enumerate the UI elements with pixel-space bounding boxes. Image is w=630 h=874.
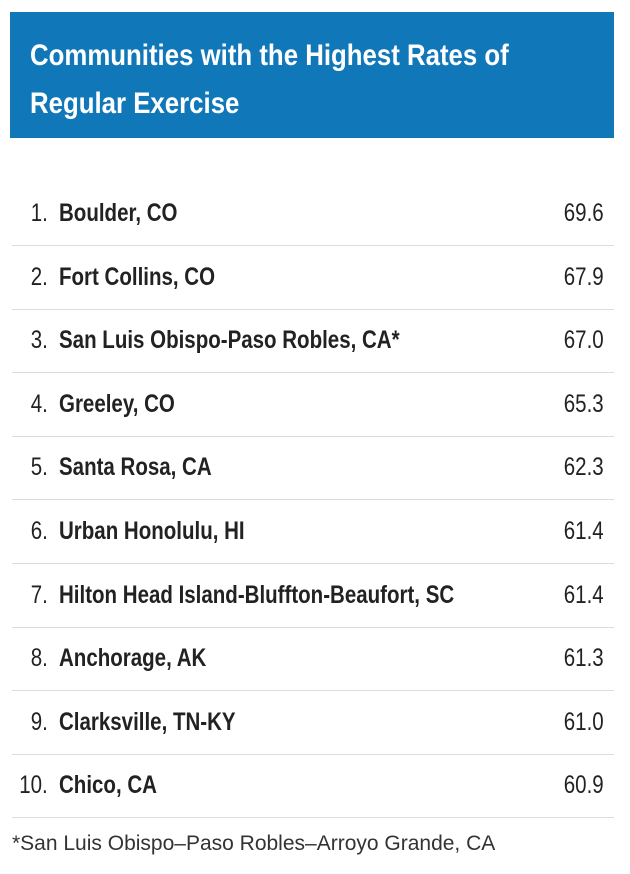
value: 61.0 <box>564 707 604 736</box>
footnote: *San Luis Obispo–Paso Robles–Arroyo Gran… <box>12 832 496 855</box>
table-row: 9. Clarksville, TN-KY 61.0 <box>12 691 614 755</box>
name: San Luis Obispo-Paso Robles, CA* <box>59 326 400 355</box>
rank: 1. <box>30 199 48 227</box>
name: Greeley, CO <box>59 389 175 418</box>
table-row: 2. Fort Collins, CO 67.9 <box>12 246 614 310</box>
rank: 10. <box>19 771 48 800</box>
value: 69.6 <box>564 199 604 227</box>
value: 60.9 <box>564 771 604 800</box>
table-row: 6. Urban Honolulu, HI 61.4 <box>12 500 614 564</box>
title: Communities with the Highest Rates of Re… <box>30 39 509 120</box>
value: 62.3 <box>564 453 604 482</box>
header: Communities with the Highest Rates of Re… <box>10 12 614 138</box>
name: Urban Honolulu, HI <box>59 517 245 545</box>
rank: 4. <box>30 389 48 418</box>
name: Hilton Head Island-Bluffton-Beaufort, SC <box>59 580 455 609</box>
value: 67.9 <box>564 262 604 291</box>
table-row: 3. San Luis Obispo-Paso Robles, CA* 67.0 <box>12 309 614 374</box>
table-row: 1. Boulder, CO 69.6 <box>12 182 614 246</box>
value: 61.4 <box>564 517 604 545</box>
table-row: 4. Greeley, CO 65.3 <box>12 373 614 437</box>
value: 67.0 <box>564 326 604 355</box>
rank: 3. <box>30 326 48 355</box>
name: Clarksville, TN-KY <box>59 707 236 736</box>
table-row: 10. Chico, CA 60.9 <box>12 754 614 819</box>
value: 61.4 <box>564 580 604 609</box>
rank: 8. <box>30 644 48 673</box>
name: Boulder, CO <box>59 199 178 227</box>
rank: 2. <box>30 262 48 291</box>
value: 65.3 <box>564 389 604 418</box>
value: 61.3 <box>564 644 604 673</box>
name: Chico, CA <box>59 771 157 800</box>
rank: 7. <box>30 580 48 609</box>
rank: 9. <box>30 707 48 736</box>
name: Fort Collins, CO <box>59 262 216 291</box>
rank: 6. <box>30 517 48 545</box>
name: Anchorage, AK <box>59 644 207 673</box>
table-row: 8. Anchorage, AK 61.3 <box>12 627 614 692</box>
rank: 5. <box>30 453 48 482</box>
table-row: 5. Santa Rosa, CA 62.3 <box>12 436 614 501</box>
name: Santa Rosa, CA <box>59 453 212 482</box>
table-row: 7. Hilton Head Island-Bluffton-Beaufort, … <box>12 564 614 628</box>
